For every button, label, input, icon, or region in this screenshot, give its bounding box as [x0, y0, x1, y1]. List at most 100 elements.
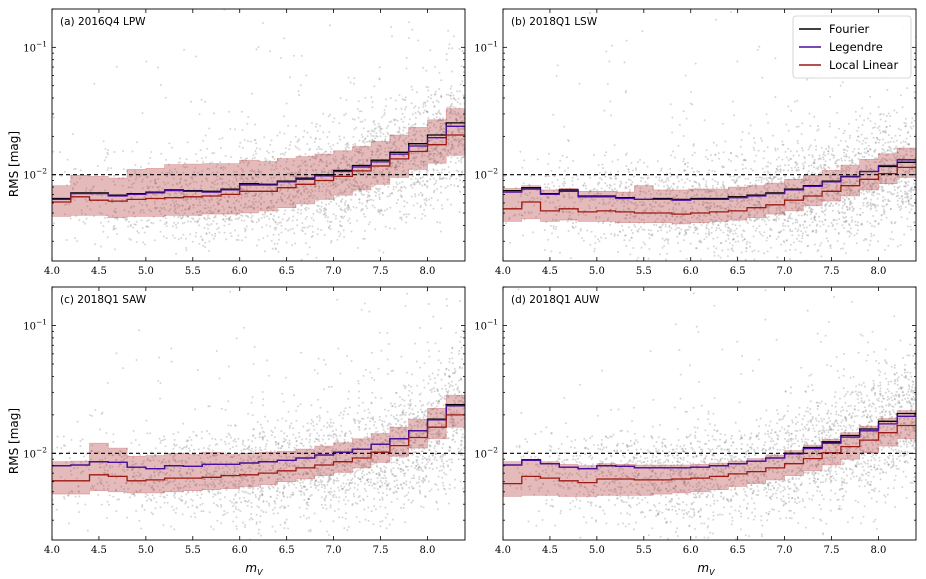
scatter-point [438, 176, 441, 179]
scatter-point [784, 150, 787, 153]
scatter-point [234, 207, 237, 210]
scatter-point [720, 218, 723, 221]
scatter-point [453, 97, 455, 100]
scatter-point [377, 190, 380, 193]
scatter-point [306, 192, 309, 194]
scatter-point [382, 169, 384, 172]
scatter-point [449, 110, 452, 113]
scatter-point [646, 177, 649, 180]
scatter-point [176, 206, 179, 209]
scatter-point [393, 142, 396, 145]
scatter-point [111, 198, 114, 201]
scatter-point [235, 170, 238, 173]
scatter-point [746, 240, 749, 243]
scatter-point [340, 178, 343, 181]
scatter-point [297, 155, 300, 158]
scatter-point [457, 145, 460, 148]
scatter-point [433, 191, 435, 194]
scatter-point [894, 188, 896, 191]
scatter-point [394, 123, 396, 126]
scatter-point [249, 169, 252, 172]
scatter-point [300, 212, 302, 215]
scatter-point [771, 134, 774, 137]
scatter-point [547, 152, 550, 155]
scatter-point [104, 147, 107, 150]
scatter-point [435, 179, 438, 182]
scatter-point [371, 204, 374, 207]
scatter-point [426, 100, 429, 103]
scatter-point [372, 176, 375, 179]
scatter-point [761, 218, 763, 221]
scatter-point [458, 107, 461, 110]
scatter-point [789, 228, 792, 231]
scatter-point [253, 208, 255, 211]
scatter-point [628, 239, 631, 242]
scatter-point [233, 196, 236, 199]
x-tick-label: 5.5 [185, 266, 201, 277]
scatter-point [370, 96, 373, 99]
scatter-point [841, 207, 844, 210]
scatter-point [287, 196, 290, 199]
scatter-point [304, 232, 307, 235]
scatter-point [327, 171, 330, 174]
scatter-point [733, 179, 735, 182]
scatter-point [66, 158, 69, 161]
scatter-point [433, 93, 436, 96]
scatter-point [346, 142, 349, 144]
scatter-point [366, 160, 369, 162]
scatter-point [677, 144, 680, 147]
scatter-point [410, 183, 413, 186]
scatter-point [52, 150, 55, 153]
scatter-point [291, 227, 294, 230]
scatter-point [269, 200, 272, 202]
scatter-point [259, 203, 262, 206]
scatter-point [374, 194, 377, 197]
scatter-point [225, 218, 228, 220]
scatter-point [212, 112, 215, 115]
scatter-point [129, 206, 132, 209]
scatter-point [342, 191, 345, 194]
scatter-point [348, 178, 351, 181]
scatter-point [317, 185, 320, 188]
scatter-point [871, 155, 874, 157]
scatter-point [183, 162, 186, 165]
scatter-point [296, 186, 299, 189]
panel-plot-area [52, 9, 465, 261]
scatter-point [346, 184, 349, 187]
scatter-point [898, 181, 901, 184]
scatter-point [240, 210, 243, 213]
scatter-point [268, 159, 271, 162]
scatter-point [758, 225, 761, 227]
scatter-point [822, 166, 825, 169]
scatter-point [627, 178, 630, 181]
scatter-point [257, 46, 260, 48]
scatter-point [873, 203, 876, 206]
scatter-point [90, 188, 93, 191]
scatter-point [202, 199, 205, 202]
scatter-point [454, 112, 457, 115]
scatter-point [253, 156, 256, 159]
scatter-point [145, 203, 148, 206]
scatter-point [139, 165, 142, 168]
scatter-point [253, 206, 256, 209]
scatter-point [162, 216, 165, 218]
scatter-point [103, 189, 106, 192]
scatter-point [907, 172, 910, 174]
scatter-point [188, 206, 191, 209]
scatter-point [322, 112, 325, 115]
scatter-point [441, 148, 444, 151]
scatter-point [447, 149, 450, 152]
scatter-point [340, 225, 343, 228]
scatter-point [328, 190, 331, 193]
scatter-point [684, 169, 687, 172]
scatter-point [913, 188, 916, 191]
scatter-point [143, 195, 146, 198]
scatter-point [252, 177, 255, 180]
scatter-point [594, 235, 597, 238]
scatter-point [824, 219, 827, 221]
scatter-point [581, 237, 584, 239]
scatter-point [505, 222, 507, 225]
scatter-point [154, 182, 157, 185]
scatter-point [112, 226, 115, 229]
scatter-point [391, 164, 394, 167]
